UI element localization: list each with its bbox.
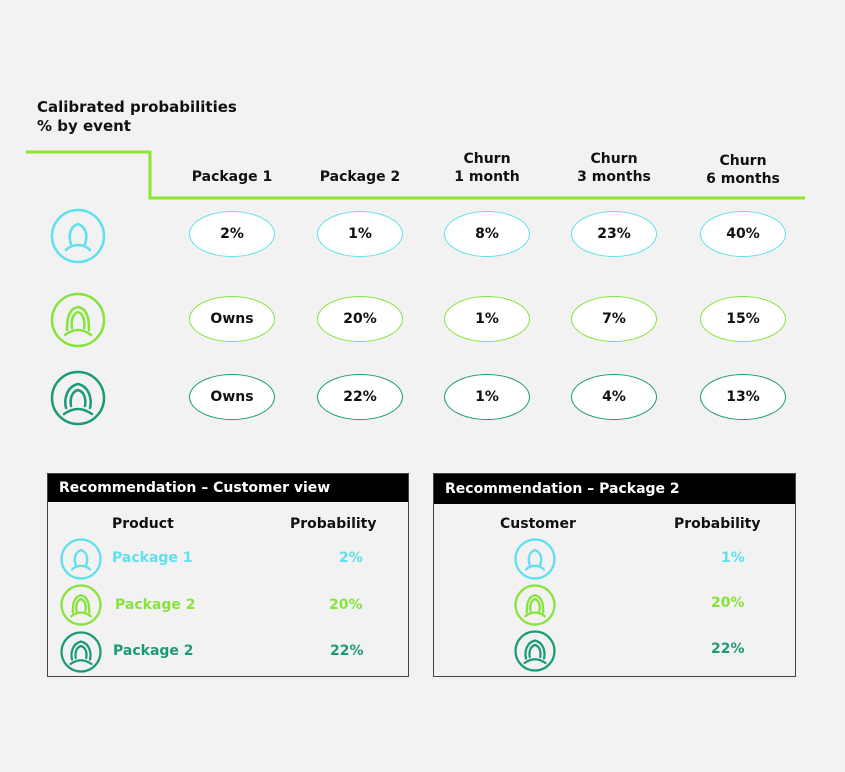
- probability-value: 22%: [711, 641, 745, 657]
- title-line-2: % by event: [37, 117, 131, 135]
- panel-header: Recommendation – Customer view: [48, 474, 408, 502]
- product-label: Package 2: [113, 643, 194, 659]
- probability-cell: 1%: [444, 296, 530, 342]
- person-long-hair-icon: [60, 584, 102, 626]
- probability-cell: Owns: [189, 296, 275, 342]
- recommendation-package-2-panel: Recommendation – Package 2 Customer Prob…: [433, 473, 796, 677]
- person-curly-hair-icon: [60, 631, 102, 673]
- column-header-probability: Probability: [290, 516, 377, 532]
- probability-cell: 23%: [571, 211, 657, 257]
- column-header-line-1: Churn: [590, 151, 638, 167]
- probability-value: 2%: [339, 550, 363, 566]
- column-header-line-1: Package 1: [191, 169, 273, 185]
- probability-cell: 40%: [700, 211, 786, 257]
- person-outline-icon: [60, 538, 102, 580]
- column-header-line-2: 3 months: [577, 169, 651, 185]
- probability-value: 20%: [711, 595, 745, 611]
- probability-cell: 13%: [700, 374, 786, 420]
- recommendation-customer-view-panel: Recommendation – Customer view Product P…: [47, 473, 409, 677]
- column-header-line-1: Churn: [463, 151, 511, 167]
- probability-cell: 8%: [444, 211, 530, 257]
- product-label: Package 2: [115, 597, 196, 613]
- probability-cell: 22%: [317, 374, 403, 420]
- column-header-churn-1-month: Churn 1 month: [432, 146, 542, 186]
- title-line-1: Calibrated probabilities: [37, 98, 237, 116]
- person-outline-icon: [50, 208, 106, 264]
- probability-cell: Owns: [189, 374, 275, 420]
- probability-cell: 2%: [189, 211, 275, 257]
- person-outline-icon: [514, 538, 556, 580]
- probability-cell: 15%: [700, 296, 786, 342]
- probability-cell: 20%: [317, 296, 403, 342]
- probability-cell: 4%: [571, 374, 657, 420]
- person-long-hair-icon: [50, 292, 106, 348]
- probability-value: 22%: [330, 643, 364, 659]
- column-header-package-2: Package 2: [305, 146, 415, 186]
- product-label: Package 1: [112, 550, 193, 566]
- column-header-line-1: Package 2: [319, 169, 401, 185]
- probability-cell: 7%: [571, 296, 657, 342]
- chart-title: Calibrated probabilities % by event: [37, 98, 237, 136]
- panel-header: Recommendation – Package 2: [434, 474, 795, 504]
- column-header-churn-3-months: Churn 3 months: [559, 146, 669, 186]
- column-header-line-1: Churn: [719, 153, 767, 169]
- probability-cell: 1%: [444, 374, 530, 420]
- column-header-product: Product: [112, 516, 174, 532]
- column-header-line-2: 6 months: [706, 171, 780, 187]
- probability-value: 20%: [329, 597, 363, 613]
- person-curly-hair-icon: [50, 370, 106, 426]
- column-header-customer: Customer: [500, 516, 576, 532]
- probability-value: 1%: [721, 550, 745, 566]
- column-header-churn-6-months: Churn 6 months: [688, 148, 798, 188]
- person-curly-hair-icon: [514, 630, 556, 672]
- column-header-package-1: Package 1: [177, 146, 287, 186]
- column-header-probability: Probability: [674, 516, 761, 532]
- probability-cell: 1%: [317, 211, 403, 257]
- person-long-hair-icon: [514, 584, 556, 626]
- column-header-line-2: 1 month: [454, 169, 520, 185]
